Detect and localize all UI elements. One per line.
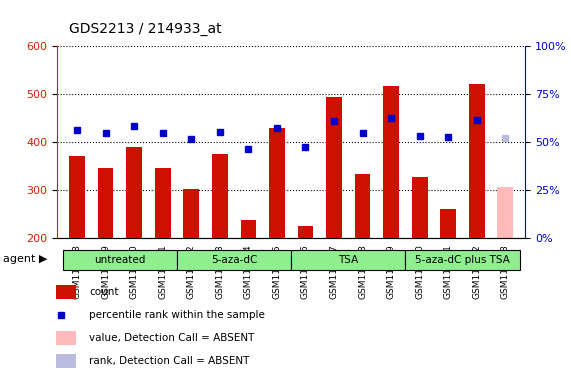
Bar: [69, 157, 85, 238]
Bar: [355, 174, 371, 238]
Bar: [326, 98, 342, 238]
Bar: [440, 209, 456, 238]
Bar: [98, 169, 114, 238]
Bar: [383, 86, 399, 238]
Bar: [57, 331, 75, 345]
Bar: [240, 220, 256, 238]
FancyBboxPatch shape: [177, 250, 291, 270]
Bar: [297, 226, 313, 238]
Text: value, Detection Call = ABSENT: value, Detection Call = ABSENT: [89, 333, 255, 343]
Text: GDS2213 / 214933_at: GDS2213 / 214933_at: [69, 23, 221, 36]
Text: percentile rank within the sample: percentile rank within the sample: [89, 310, 265, 320]
Bar: [497, 187, 513, 238]
Bar: [469, 84, 485, 238]
Text: agent ▶: agent ▶: [3, 254, 47, 264]
Bar: [412, 177, 428, 238]
Bar: [269, 127, 285, 238]
Text: TSA: TSA: [338, 255, 359, 265]
FancyBboxPatch shape: [405, 250, 520, 270]
Bar: [126, 147, 142, 238]
Text: 5-aza-dC: 5-aza-dC: [211, 255, 258, 265]
Text: rank, Detection Call = ABSENT: rank, Detection Call = ABSENT: [89, 356, 250, 366]
Bar: [183, 189, 199, 238]
Bar: [155, 167, 171, 238]
Bar: [57, 354, 75, 368]
FancyBboxPatch shape: [291, 250, 405, 270]
Bar: [57, 285, 75, 299]
Bar: [212, 154, 228, 238]
Text: 5-aza-dC plus TSA: 5-aza-dC plus TSA: [415, 255, 510, 265]
Text: untreated: untreated: [94, 255, 146, 265]
FancyBboxPatch shape: [63, 250, 177, 270]
Text: count: count: [89, 287, 119, 297]
